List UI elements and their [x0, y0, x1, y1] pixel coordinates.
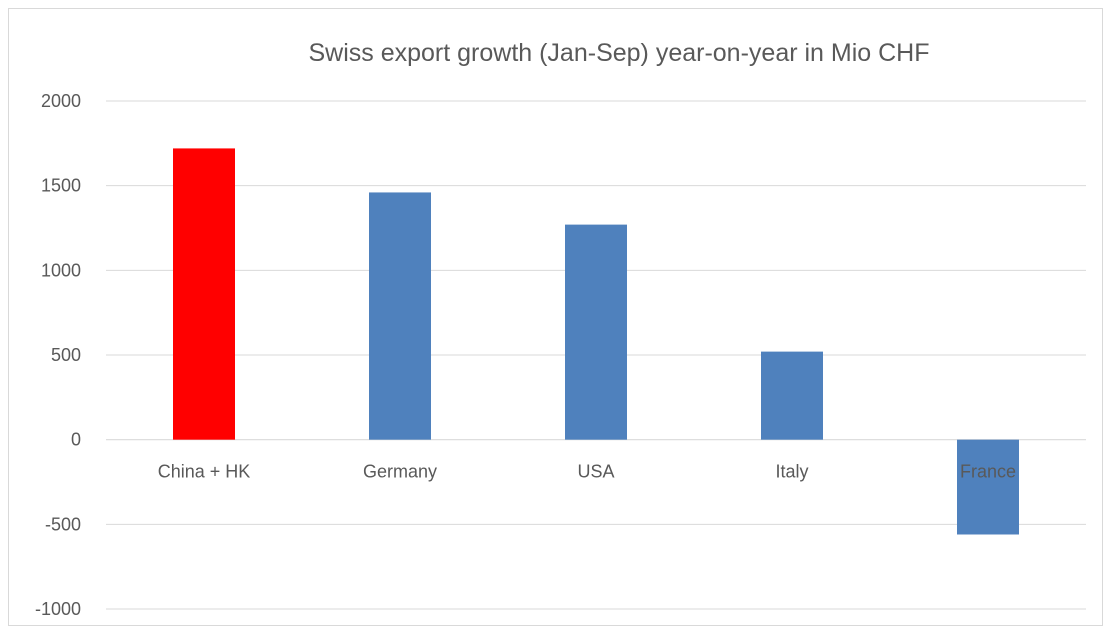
- bar-italy: [761, 351, 823, 440]
- bars: [173, 148, 1019, 535]
- y-tick-label: 2000: [41, 91, 81, 111]
- bar-usa: [565, 224, 627, 440]
- y-tick-label: -1000: [35, 599, 81, 619]
- y-axis-tick-labels: 2000 1500 1000 500 0 -500 -1000: [35, 91, 81, 619]
- y-tick-label: 500: [51, 345, 81, 365]
- y-tick-label: 1500: [41, 176, 81, 196]
- category-label: USA: [577, 462, 614, 482]
- y-tick-label: -500: [45, 514, 81, 534]
- category-label: Germany: [363, 462, 437, 482]
- category-label: France: [960, 462, 1016, 482]
- bar-france: [957, 439, 1019, 535]
- bar-germany: [369, 192, 431, 440]
- category-label: Italy: [775, 462, 808, 482]
- chart-title: Swiss export growth (Jan-Sep) year-on-ye…: [308, 39, 929, 67]
- bar-china-hk: [173, 148, 235, 440]
- category-label: China + HK: [158, 462, 251, 482]
- y-tick-label: 0: [71, 430, 81, 450]
- chart-frame: Swiss export growth (Jan-Sep) year-on-ye…: [8, 8, 1103, 626]
- bar-chart: Swiss export growth (Jan-Sep) year-on-ye…: [35, 39, 1086, 619]
- category-labels: China + HK Germany USA Italy France: [158, 462, 1016, 482]
- y-tick-label: 1000: [41, 260, 81, 280]
